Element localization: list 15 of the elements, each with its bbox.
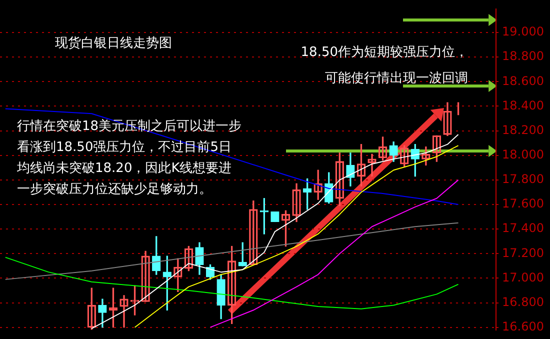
text: 现货白银日线走势图 — [55, 35, 172, 53]
y-tick-label: 17.600 — [502, 196, 544, 211]
y-tick-label: 18.800 — [502, 49, 544, 64]
y-tick-label: 18.000 — [502, 148, 544, 162]
y-tick-label: 18.200 — [502, 122, 544, 137]
y-tick-label: 19.000 — [502, 24, 544, 39]
y-tick-label: 18.400 — [502, 98, 544, 112]
y-tick-label: 17.400 — [502, 221, 544, 236]
y-tick-label: 17.000 — [502, 270, 544, 284]
y-tick-label: 17.800 — [502, 172, 544, 186]
annotation: 18.50作为短期较强压力位，可能使行情出现一波回调 — [300, 44, 468, 88]
y-tick-label: 16.600 — [502, 319, 544, 334]
y-tick-label: 18.600 — [502, 74, 544, 88]
y-tick-label: 16.800 — [502, 294, 544, 309]
y-tick-label: 17.200 — [502, 246, 544, 260]
